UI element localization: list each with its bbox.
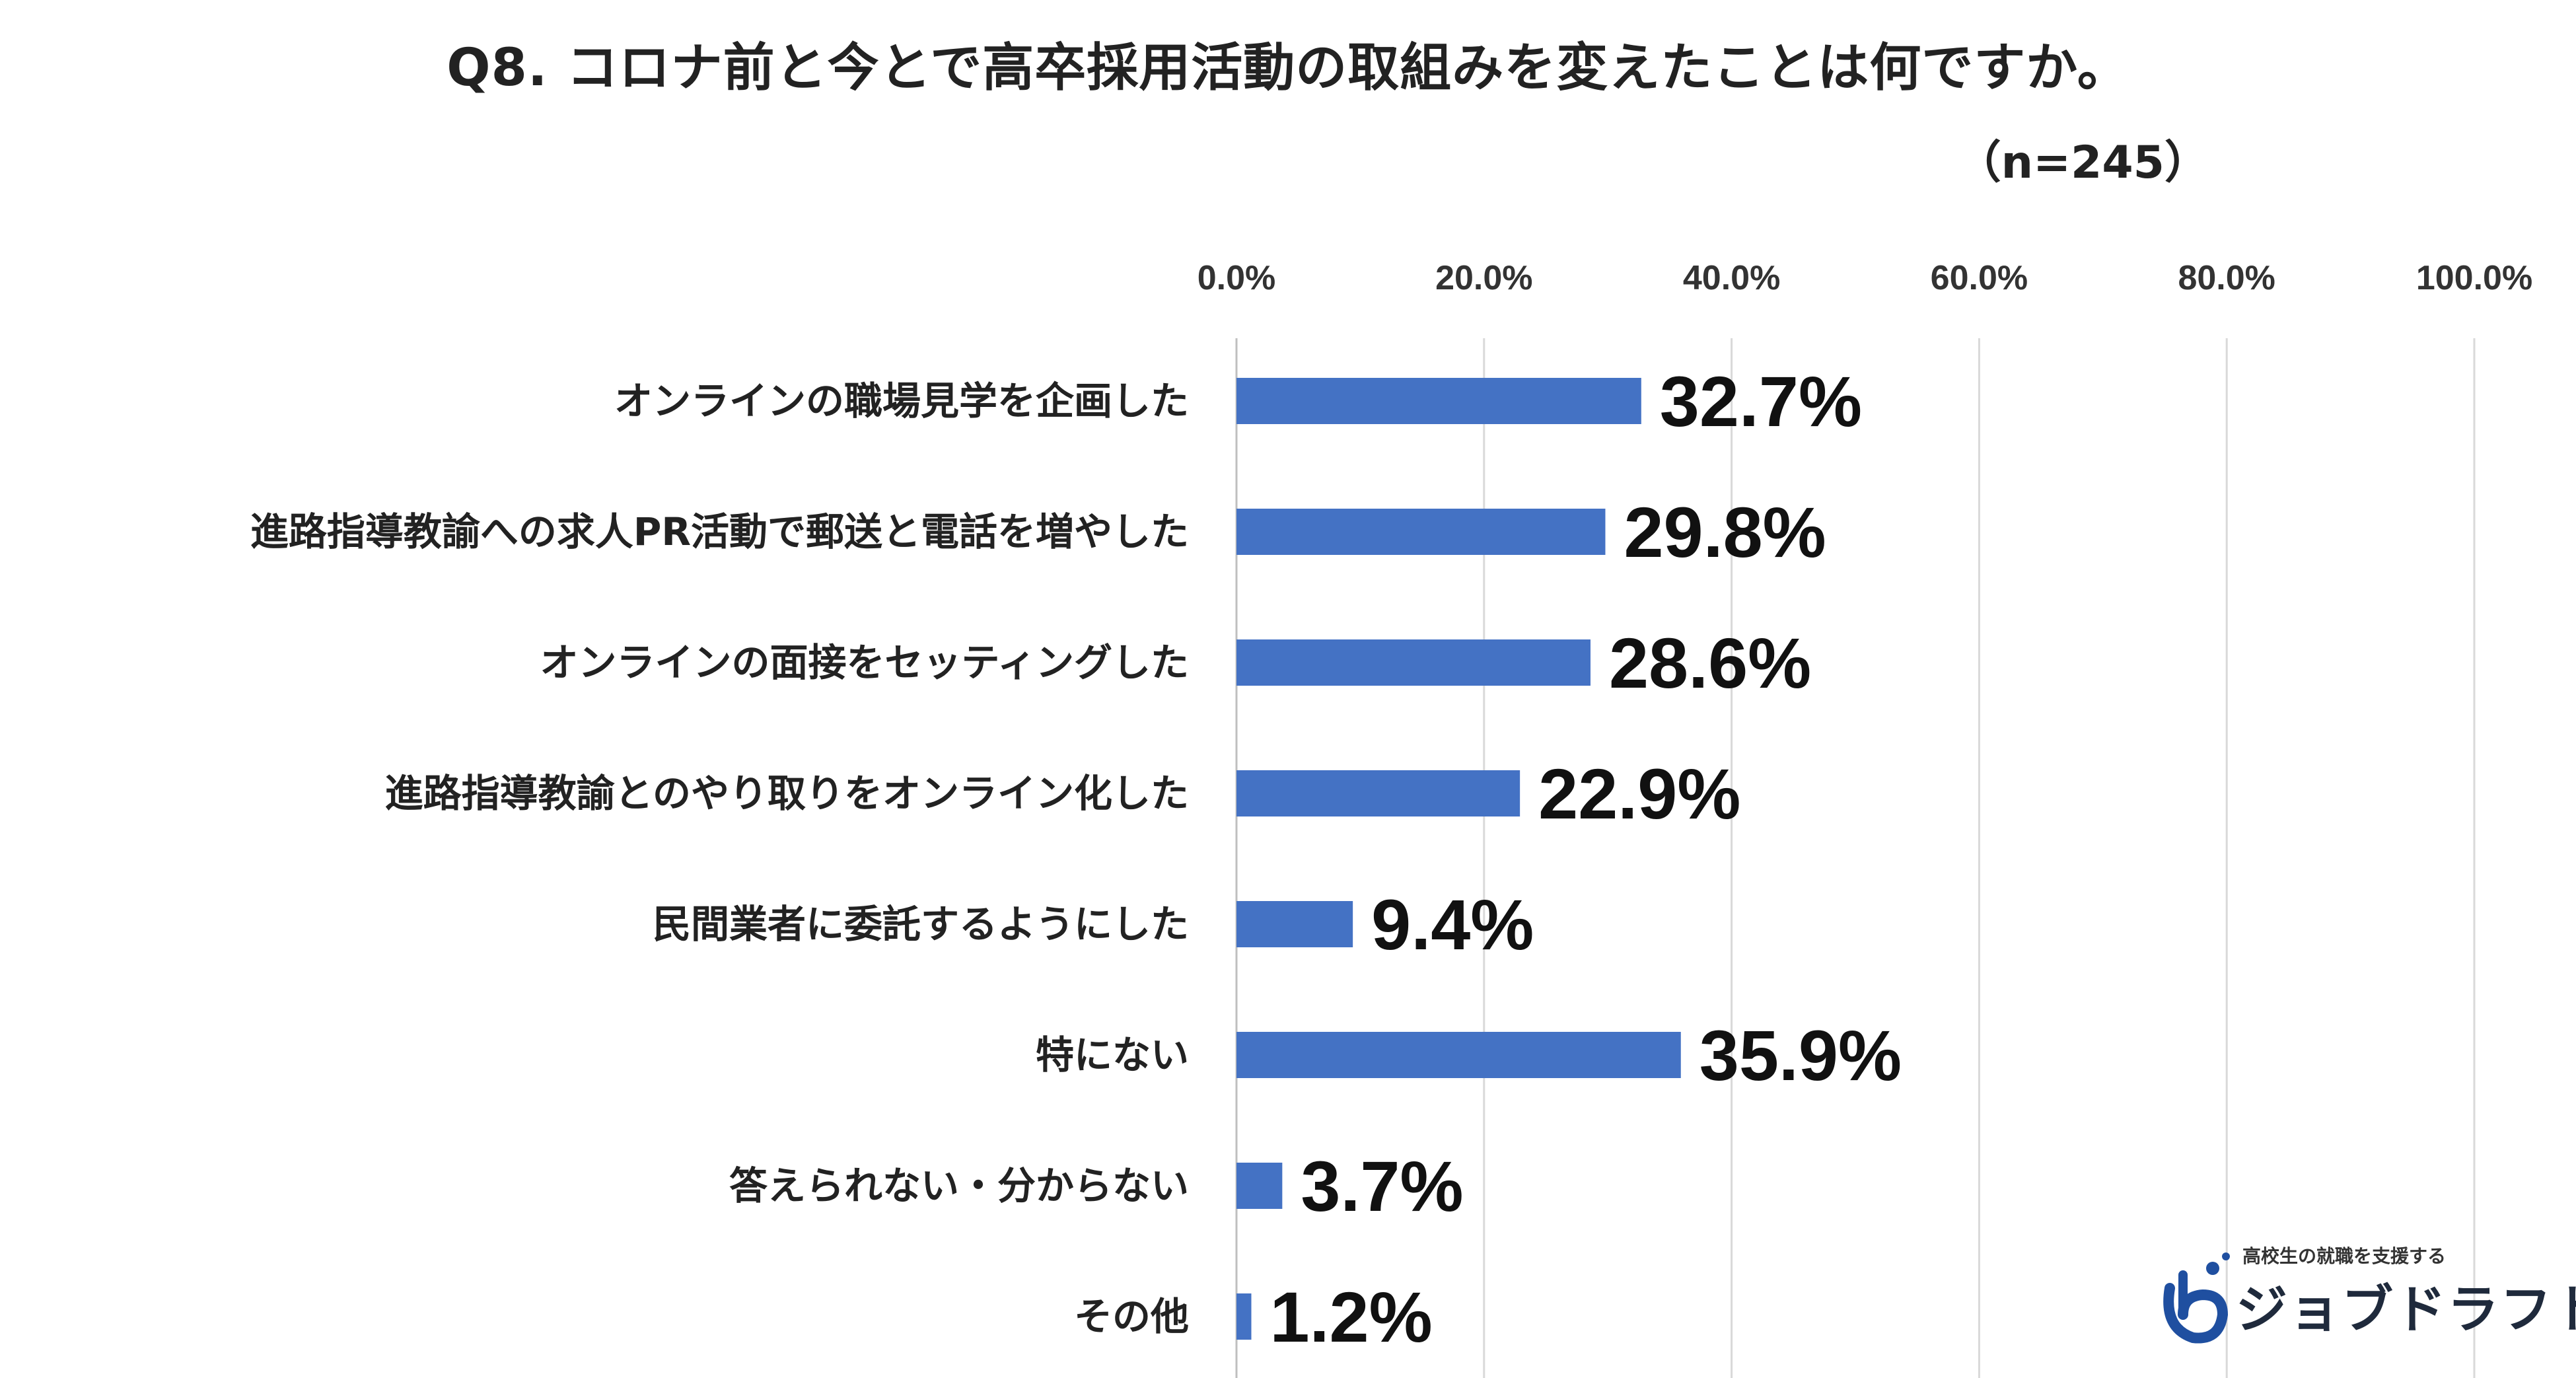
logo-name: ジョブドラフト bbox=[2236, 1280, 2576, 1340]
data-label: 28.6% bbox=[1609, 623, 1811, 703]
bar bbox=[1236, 1293, 1252, 1340]
x-tick-label: 40.0% bbox=[1683, 259, 1780, 297]
category-label: 答えられない・分からない bbox=[729, 1163, 1189, 1208]
x-tick-label: 100.0% bbox=[2416, 259, 2532, 297]
category-label: オンラインの面接をセッティングした bbox=[540, 640, 1189, 685]
x-tick-label: 80.0% bbox=[2178, 259, 2275, 297]
sample-size: （n=245） bbox=[1956, 137, 2209, 189]
x-tick-label: 60.0% bbox=[1931, 259, 2028, 297]
data-label: 29.8% bbox=[1624, 492, 1826, 572]
bar bbox=[1236, 509, 1606, 555]
data-label: 1.2% bbox=[1270, 1277, 1432, 1357]
jobdraft-logo: 高校生の就職を支援する ジョブドラフト bbox=[2157, 1242, 2576, 1361]
category-label: 特にない bbox=[1036, 1033, 1189, 1077]
x-tick-label: 0.0% bbox=[1198, 259, 1276, 297]
data-label: 35.9% bbox=[1699, 1015, 1902, 1095]
bar bbox=[1236, 378, 1641, 424]
bar bbox=[1236, 1163, 1283, 1209]
category-label: その他 bbox=[1074, 1294, 1189, 1339]
category-label: 民間業者に委託するようにした bbox=[653, 902, 1189, 947]
category-label: 進路指導教諭への求人PR活動で郵送と電話を増やした bbox=[250, 509, 1189, 554]
data-label: 22.9% bbox=[1538, 754, 1740, 834]
bar bbox=[1236, 901, 1353, 947]
category-label: 進路指導教諭とのやり取りをオンライン化した bbox=[385, 771, 1189, 816]
logo-mark-icon bbox=[2163, 1252, 2230, 1344]
logo-tagline: 高校生の就職を支援する bbox=[2242, 1245, 2447, 1267]
x-tick-label: 20.0% bbox=[1435, 259, 1532, 297]
chart-title: Q8. コロナ前と今とで高卒採用活動の取組みを変えたことは何ですか。 bbox=[447, 38, 2129, 98]
category-label: オンラインの職場見学を企画した bbox=[614, 379, 1189, 423]
bar bbox=[1236, 770, 1521, 816]
data-label: 32.7% bbox=[1660, 361, 1862, 441]
data-label: 3.7% bbox=[1301, 1146, 1463, 1226]
bar bbox=[1236, 1032, 1681, 1078]
data-label: 9.4% bbox=[1371, 885, 1534, 964]
bar bbox=[1236, 639, 1591, 686]
